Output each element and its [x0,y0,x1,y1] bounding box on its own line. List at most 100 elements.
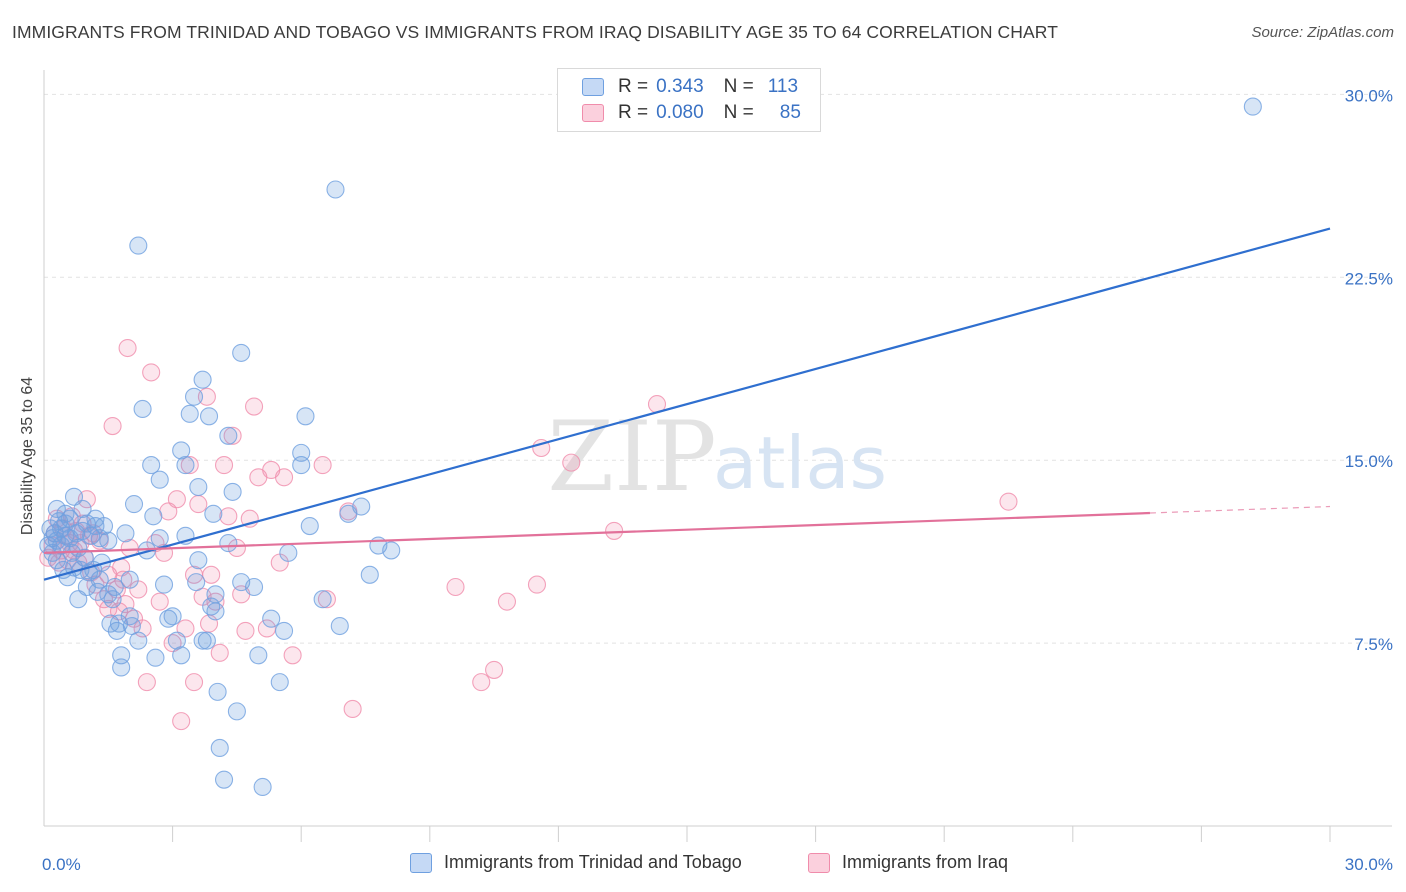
point-iraq [244,397,264,416]
point-trinidad [197,631,216,650]
legend-item-trinidad[interactable]: Immigrants from Trinidad and Tobago [410,852,742,873]
point-trinidad [232,343,251,362]
legend-item-iraq[interactable]: Immigrants from Iraq [808,852,1008,873]
point-trinidad [189,477,208,497]
y-tick-label: 30.0% [1345,86,1393,105]
point-trinidad [208,682,227,701]
point-trinidad [189,551,208,570]
x-tick-label: 30.0% [1345,855,1393,874]
legend-n-value: 85 [779,102,801,123]
point-trinidad [219,426,238,445]
point-trinidad [133,399,152,419]
point-trinidad [204,504,223,523]
point-trinidad [210,738,229,758]
point-trinidad [99,531,118,550]
point-trinidad [352,497,371,516]
point-iraq [210,643,229,662]
point-trinidad [90,570,109,589]
point-trinidad [150,529,169,548]
point-trinidad [206,585,225,604]
axes [43,70,1392,842]
y-axis-title: Disability Age 35 to 64 [19,376,36,536]
legend-r-value: 0.343 [656,76,704,97]
point-iraq [214,456,234,475]
point-trinidad [279,543,298,562]
point-trinidad [124,495,144,514]
point-iraq [197,387,216,406]
point-iraq [223,426,242,445]
legend-r-label: R = [618,102,649,123]
trend-line-trinidad [43,227,1331,581]
point-trinidad [180,404,199,423]
point-trinidad [296,407,315,426]
point-trinidad [167,631,186,650]
point-trinidad [223,482,242,501]
point-iraq [47,509,66,528]
point-iraq [150,592,169,611]
point-iraq [317,590,336,609]
point-iraq [313,456,332,475]
point-trinidad [1243,97,1262,116]
legend-n-label: N = [723,76,754,97]
point-trinidad [199,407,219,426]
source-label: Source: ZipAtlas.com [1251,24,1394,41]
correlation-legend: R = 0.343 N = 113 R = 0.080 N = 85 [557,68,821,132]
series-trinidad-points [39,97,1262,797]
point-trinidad [112,658,131,677]
point-trinidad [360,565,379,584]
point-iraq [202,565,221,584]
point-iraq [236,621,255,640]
legend-n-value: 113 [767,76,799,97]
point-trinidad [292,443,311,462]
trend-line-iraq-extension [1149,505,1331,514]
legend-label-trinidad: Immigrants from Trinidad and Tobago [444,852,742,872]
point-trinidad [184,387,204,406]
point-trinidad [129,631,148,650]
legend-swatch-trinidad [582,78,604,96]
watermark-atlas: atlas [713,421,887,505]
grid-lines [44,93,1390,644]
point-iraq [137,673,156,692]
point-trinidad [330,616,349,636]
point-trinidad [154,575,174,594]
point-iraq [497,592,517,611]
point-trinidad [300,516,319,536]
point-iraq [562,453,581,472]
legend-swatch-iraq [808,852,830,873]
point-iraq [227,538,246,558]
point-trinidad [163,607,182,626]
point-trinidad [142,456,161,475]
point-iraq [172,712,191,731]
point-iraq [189,495,208,514]
point-iraq [180,456,199,475]
point-trinidad [73,499,92,519]
tick-labels: 7.5% 15.0% 22.5% 30.0% 0.0% 30.0% [42,86,1393,874]
point-trinidad [313,590,332,609]
point-iraq [446,577,465,597]
point-iraq [527,575,547,594]
point-iraq [142,363,161,382]
y-tick-label: 22.5% [1345,269,1393,288]
chart-title: IMMIGRANTS FROM TRINIDAD AND TOBAGO VS I… [12,22,1059,42]
point-iraq [219,507,238,526]
point-trinidad [214,770,234,789]
point-iraq [343,699,362,718]
series-legend: Immigrants from Trinidad and Tobago Immi… [0,852,1406,878]
point-iraq [118,338,137,358]
point-trinidad [326,180,345,199]
point-iraq [99,599,118,619]
point-trinidad [275,621,294,640]
point-iraq [485,660,504,679]
point-iraq [999,492,1018,511]
point-trinidad [176,456,195,475]
point-trinidad [129,236,148,255]
point-trinidad [227,702,246,721]
point-trinidad [382,541,401,560]
point-trinidad [56,514,75,533]
legend-label-iraq: Immigrants from Iraq [842,852,1009,872]
legend-n-label: N = [723,102,754,123]
y-tick-label: 7.5% [1354,635,1393,654]
point-trinidad [270,673,289,692]
point-iraq [103,417,122,436]
